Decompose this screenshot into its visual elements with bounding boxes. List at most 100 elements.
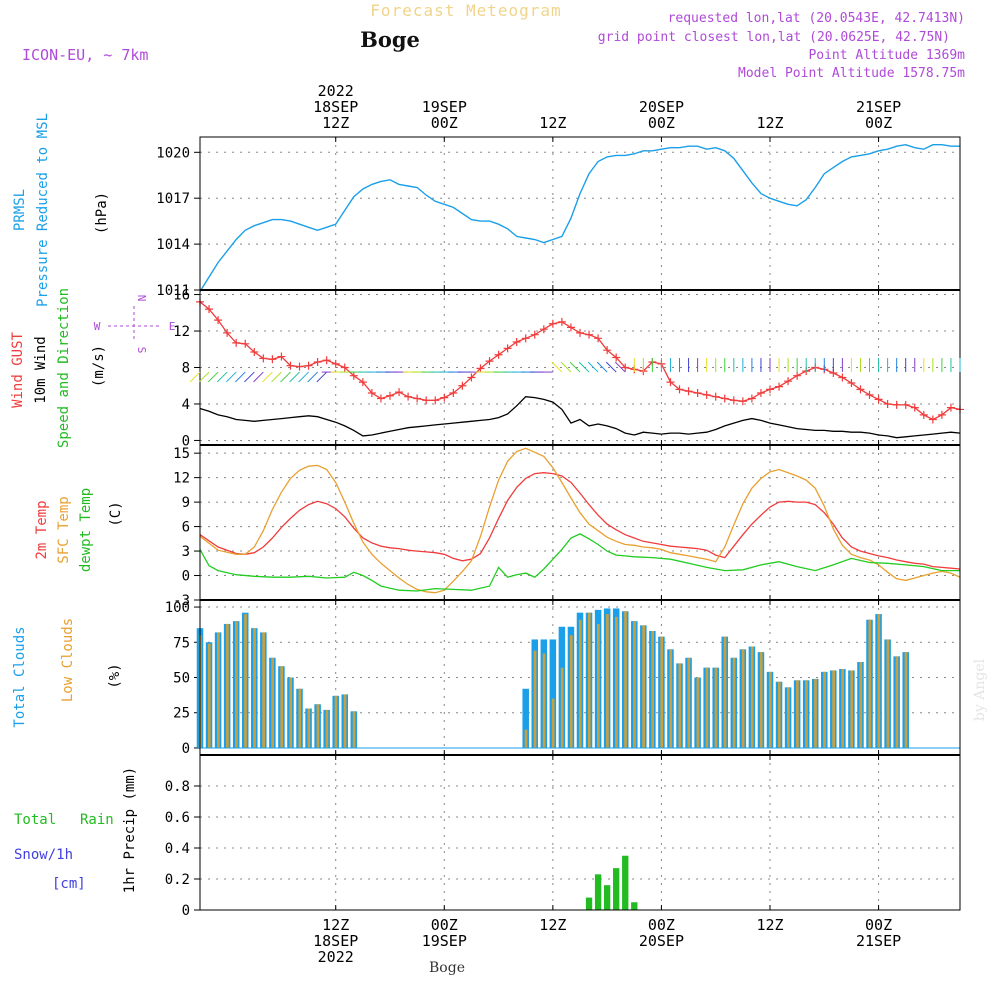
top-time-label: 21SEP (856, 98, 901, 116)
gust-point (901, 400, 910, 409)
rain-bar (603, 885, 611, 910)
gust-point (539, 325, 548, 334)
low-cloud-bar (651, 631, 655, 748)
low-cloud-bar (777, 681, 781, 748)
wind-arrow (578, 361, 590, 373)
low-cloud-bar (307, 708, 311, 748)
pressure-labels: PRMSL Pressure Reduced to MSL (hPa) (12, 113, 110, 307)
top-time-label: 18SEP (313, 98, 358, 116)
model-altitude: Model Point Altitude 1578.75m (738, 66, 965, 81)
low-cloud-bar (207, 643, 211, 748)
gust-point (711, 392, 720, 401)
legend-snow: Snow/1h (14, 847, 73, 863)
gust-point (946, 403, 955, 412)
low-cloud-bar (732, 657, 736, 748)
rain-bar (622, 855, 629, 910)
gust-point (784, 377, 793, 386)
top-time-label: 19SEP (422, 98, 467, 116)
low-cloud-bar (850, 670, 854, 748)
total-clouds-label: Total Clouds (12, 626, 28, 727)
gust-point (702, 390, 711, 399)
gust-point (548, 319, 557, 328)
gust-point (910, 403, 919, 412)
gust-point (594, 334, 603, 343)
gust-point (892, 400, 901, 409)
y-tick-label: 0 (182, 569, 190, 585)
y-tick-label: 50 (173, 671, 190, 687)
low-cloud-bar (316, 704, 320, 748)
gust-point (793, 371, 802, 380)
y-tick-label: 3 (182, 544, 190, 560)
top-time-label: 12Z (539, 114, 566, 132)
gust-point (675, 385, 684, 394)
low-cloud-bar (787, 687, 790, 748)
2m-temp-line (199, 472, 961, 570)
temp-2m-label: 2m Temp (34, 500, 50, 559)
wind-arrow (207, 371, 219, 383)
wind-arrow (216, 371, 228, 383)
y-tick-label: 1017 (156, 191, 190, 207)
low-cloud-bar (877, 614, 881, 748)
compass-n: N (135, 295, 148, 302)
low-cloud-bar (533, 650, 537, 748)
footer-location: Boge (429, 960, 465, 976)
low-cloud-bar (298, 688, 302, 748)
gust-point (766, 385, 774, 394)
wind-arrow (280, 371, 291, 383)
y-tick-label: 0.8 (165, 779, 190, 795)
low-cloud-bar (587, 612, 591, 748)
wind-gust-label: Wind GUST (10, 332, 26, 408)
y-tick-label: 12 (173, 471, 190, 487)
gust-point (684, 387, 693, 396)
low-cloud-bar (714, 667, 718, 748)
gust-point (621, 363, 630, 372)
gust-point (856, 385, 865, 394)
legend-total: Total (14, 812, 56, 828)
y-tick-label: 6 (182, 520, 190, 536)
low-cloud-bar (633, 621, 636, 748)
low-cloud-bar (226, 623, 229, 748)
y-tick-label: 1014 (156, 237, 190, 253)
y-tick-label: 100 (165, 600, 190, 616)
bottom-time-label: 20SEP (639, 932, 684, 950)
gust-point (838, 373, 847, 382)
low-cloud-bar (705, 667, 709, 748)
low-cloud-bar (551, 698, 555, 748)
bottom-time-label: 2022 (318, 948, 354, 966)
low-cloud-bar (759, 652, 763, 748)
gust-point (928, 415, 937, 424)
gust-point (395, 388, 404, 397)
compass-w: W (94, 320, 101, 333)
precip-label: 1hr Precip (mm) (122, 767, 138, 893)
hpa-label: (hPa) (94, 192, 110, 234)
gust-point (585, 330, 594, 339)
low-cloud-bar (832, 670, 835, 748)
gust-point (449, 389, 458, 398)
wind-direction-arrows (189, 358, 961, 383)
low-cloud-bar (886, 639, 890, 748)
gust-point (295, 362, 304, 371)
pressure-msl-label: Pressure Reduced to MSL (35, 113, 51, 307)
gust-point (612, 353, 621, 362)
gust-point (458, 381, 467, 390)
gust-point (756, 389, 765, 398)
y-tick-label: 75 (173, 635, 190, 651)
percent-label: (%) (107, 663, 123, 688)
low-cloud-bar (262, 632, 265, 748)
gust-point (874, 395, 883, 404)
low-cloud-bar (768, 671, 772, 748)
wind-arrow (596, 361, 608, 373)
bottom-time-label: 00Z (431, 916, 458, 934)
gust-point (494, 350, 503, 359)
y-tick-label: 1011 (156, 283, 190, 299)
wind-arrow (225, 371, 237, 383)
gust-point (241, 339, 250, 348)
bottom-time-label: 21SEP (856, 932, 901, 950)
low-cloud-bar (750, 646, 754, 748)
wind-arrow (614, 361, 626, 373)
gust-point (775, 382, 784, 391)
gust-point (738, 397, 747, 406)
wind-arrow (316, 371, 328, 383)
